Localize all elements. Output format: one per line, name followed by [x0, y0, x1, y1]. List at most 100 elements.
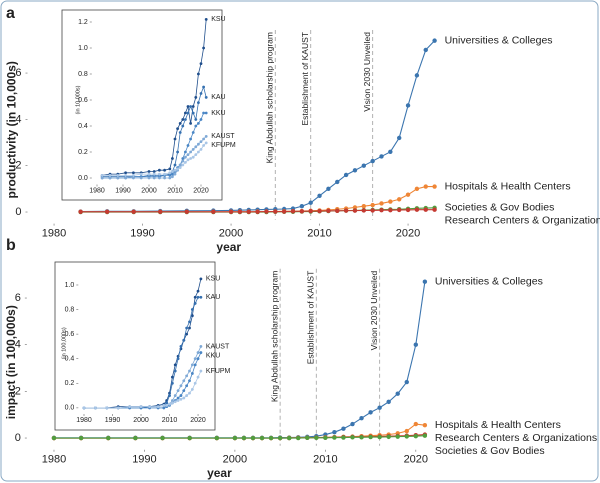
point	[199, 62, 203, 65]
x-axis-label: year	[216, 240, 241, 254]
point	[204, 135, 208, 138]
point	[259, 435, 265, 441]
series-line	[84, 278, 202, 409]
point	[162, 403, 166, 407]
point	[171, 157, 174, 160]
point	[182, 338, 186, 342]
point	[178, 131, 182, 134]
point	[386, 399, 391, 405]
point	[343, 208, 349, 213]
point	[181, 159, 185, 163]
point	[350, 421, 355, 427]
point	[170, 401, 174, 405]
point	[184, 209, 189, 214]
point	[197, 72, 200, 76]
y-axis-label: productivity (in 10,000s)	[5, 61, 19, 198]
point	[133, 435, 138, 441]
x-tick-label: 2010	[307, 228, 331, 240]
point	[305, 435, 310, 440]
point	[168, 174, 172, 177]
point	[405, 207, 411, 213]
series-label: KAUST	[206, 343, 230, 350]
y-tick-label: 2	[15, 160, 21, 172]
point	[165, 401, 169, 405]
point	[370, 158, 375, 164]
panel-label: a	[6, 5, 15, 22]
y-tick-label: 0	[15, 206, 21, 218]
point	[131, 209, 136, 214]
series-label: Research Centers & Organizations	[435, 432, 597, 444]
point	[194, 124, 198, 128]
y-tick-label: 1.0	[78, 45, 88, 52]
point	[182, 379, 186, 383]
y-tick-label: 0.2	[65, 380, 75, 387]
point	[188, 320, 191, 324]
point	[139, 176, 143, 180]
point	[423, 184, 428, 189]
point	[193, 363, 197, 367]
point	[432, 38, 437, 43]
point	[162, 406, 166, 410]
point	[432, 184, 437, 189]
point	[413, 433, 419, 439]
point	[186, 153, 190, 157]
point	[202, 46, 206, 50]
point	[204, 96, 208, 99]
x-tick-label: 1980	[89, 187, 105, 194]
point	[173, 168, 177, 172]
point	[178, 166, 182, 170]
point	[191, 105, 195, 108]
point	[171, 172, 174, 176]
y-tick-label: 6	[15, 292, 21, 304]
point	[51, 435, 57, 441]
x-tick-label: 1990	[115, 187, 131, 194]
y-tick-label: 4	[15, 113, 21, 125]
point	[199, 295, 203, 299]
point	[179, 345, 183, 348]
point	[163, 176, 167, 180]
point	[386, 434, 391, 440]
point	[368, 434, 373, 440]
point	[158, 209, 163, 214]
point	[255, 209, 260, 214]
x-tick-label: 2020	[190, 417, 206, 424]
event-label: Vision 2030 Unveiled	[369, 270, 379, 350]
point	[139, 172, 143, 176]
y-tick-label: 6	[15, 67, 21, 79]
point	[204, 141, 208, 145]
point	[422, 423, 428, 428]
point	[185, 374, 189, 378]
series-label: KFUPM	[211, 142, 236, 149]
point	[152, 176, 156, 180]
series-label: Research Centers & Organizations	[445, 215, 600, 227]
point	[377, 434, 382, 440]
point	[202, 137, 206, 141]
point	[414, 207, 420, 212]
point	[176, 167, 180, 171]
series-label: KKU	[211, 110, 225, 117]
point	[370, 202, 375, 208]
y-tick-label: 0.4	[65, 356, 75, 363]
point	[191, 155, 195, 159]
point	[193, 302, 197, 305]
point	[422, 279, 428, 284]
point	[116, 176, 120, 180]
y-tick-label: 1.2	[78, 19, 88, 26]
point	[179, 394, 183, 397]
point	[350, 435, 355, 440]
point	[232, 435, 238, 441]
point	[214, 435, 220, 441]
y-tick-label: 0.4	[78, 123, 88, 130]
point	[191, 111, 195, 115]
point	[246, 209, 251, 214]
event-label: Establishment of KAUST	[306, 271, 316, 365]
point	[397, 135, 402, 141]
point	[308, 208, 313, 214]
point	[286, 435, 292, 441]
point	[361, 204, 366, 209]
point	[176, 389, 180, 393]
point	[186, 105, 190, 108]
point	[176, 127, 180, 130]
point	[204, 111, 208, 115]
